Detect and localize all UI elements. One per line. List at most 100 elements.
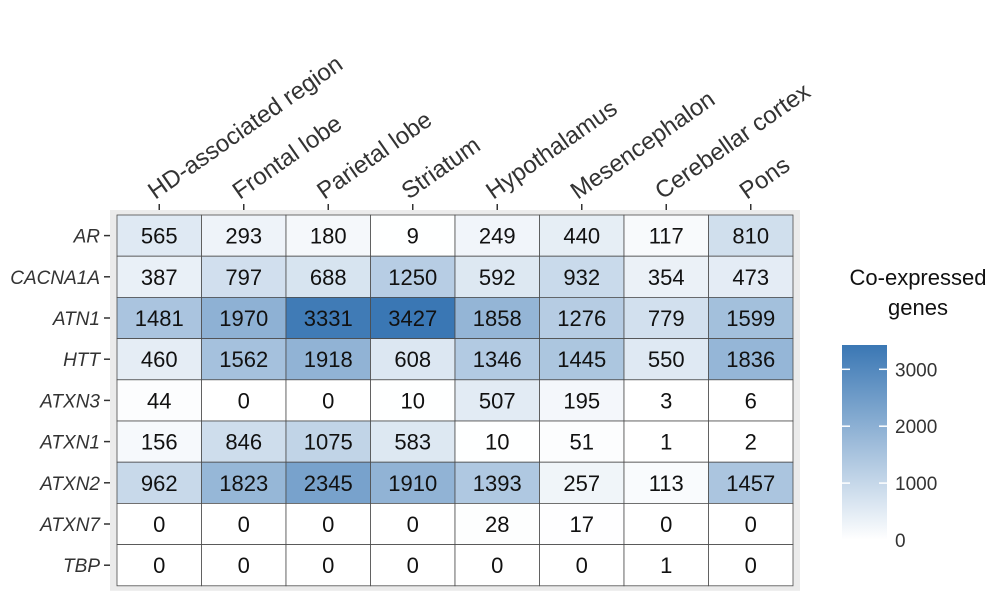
cell-value-label: 0	[238, 553, 250, 578]
cell-value-label: 846	[225, 430, 262, 455]
cell-value-label: 797	[225, 265, 262, 290]
cell-value-label: 1562	[219, 347, 268, 372]
cell-value-label: 2345	[304, 471, 353, 496]
cell-value-label: 592	[479, 265, 516, 290]
heatmap-cell	[539, 255, 625, 298]
heatmap-cell	[370, 544, 456, 587]
heatmap-cell	[623, 255, 709, 298]
heatmap-cell	[116, 255, 202, 298]
heatmap-cell	[116, 461, 202, 504]
heatmap-cell	[708, 214, 794, 257]
heatmap-cell	[201, 255, 287, 298]
cell-value-label: 810	[732, 224, 769, 249]
cell-value-label: 51	[570, 430, 594, 455]
cell-value-label: 0	[745, 553, 757, 578]
legend-tick-label: 3000	[895, 360, 937, 381]
cell-value-label: 1910	[388, 471, 437, 496]
cell-value-label: 180	[310, 224, 347, 249]
cell-value-label: 0	[576, 553, 588, 578]
legend-title: Co-expressed genes	[850, 265, 987, 320]
x-tick-label: Mesencephalon	[566, 86, 720, 205]
heatmap-cell	[623, 544, 709, 587]
heatmap-cell	[623, 338, 709, 381]
cell-value-label: 1599	[726, 306, 775, 331]
heatmap-cell	[370, 255, 456, 298]
heatmap-cell	[370, 296, 456, 339]
cell-value-label: 583	[394, 430, 431, 455]
heatmap-cell	[285, 502, 371, 545]
cell-value-label: 0	[407, 512, 419, 537]
cell-value-label: 17	[570, 512, 594, 537]
cell-value-label: 0	[322, 512, 334, 537]
heatmap-cell	[708, 296, 794, 339]
y-tick-label: TBP	[63, 556, 100, 577]
heatmap-cell	[623, 502, 709, 545]
heatmap-cell	[370, 420, 456, 463]
heatmap-cell	[201, 338, 287, 381]
heatmap-cell	[201, 296, 287, 339]
x-tick-label: Cerebellar cortex	[650, 78, 815, 205]
cell-value-label: 565	[141, 224, 178, 249]
cell-value-label: 0	[660, 512, 672, 537]
cell-value-label: 257	[563, 471, 600, 496]
cell-value-label: 0	[153, 553, 165, 578]
y-tick-label: ATXN3	[39, 391, 100, 412]
heatmap-cell	[201, 420, 287, 463]
cell-value-label: 608	[394, 347, 431, 372]
heatmap-cell	[116, 420, 202, 463]
cell-value-label: 44	[147, 388, 171, 413]
heatmap-cell	[708, 338, 794, 381]
cell-value-label: 0	[238, 512, 250, 537]
cell-value-label: 1250	[388, 265, 437, 290]
y-tick-label: ATXN7	[39, 515, 101, 536]
heatmap-cell	[116, 338, 202, 381]
cell-value-label: 1276	[557, 306, 606, 331]
cell-value-label: 1	[660, 553, 672, 578]
heatmap-cell	[623, 379, 709, 422]
heatmap-cell	[454, 338, 540, 381]
heatmap-cell	[623, 296, 709, 339]
cell-value-label: 0	[322, 553, 334, 578]
cell-value-label: 3331	[304, 306, 353, 331]
cell-value-label: 6	[745, 388, 757, 413]
heatmap-cell	[285, 296, 371, 339]
heatmap-cell	[285, 379, 371, 422]
heatmap-cell	[539, 461, 625, 504]
cell-value-label: 1346	[473, 347, 522, 372]
heatmap-cell	[708, 502, 794, 545]
heatmap-cell	[116, 544, 202, 587]
y-tick-label: CACNA1A	[10, 268, 100, 289]
cell-value-label: 507	[479, 388, 516, 413]
heatmap-cell	[539, 296, 625, 339]
cell-value-label: 387	[141, 265, 178, 290]
cell-value-label: 293	[225, 224, 262, 249]
y-tick-label: HTT	[63, 350, 101, 371]
x-tick-label: Pons	[735, 151, 795, 204]
cell-value-label: 10	[401, 388, 425, 413]
heatmap-cell	[116, 214, 202, 257]
heatmap-cell	[285, 420, 371, 463]
heatmap-cell	[623, 420, 709, 463]
heatmap-cell	[539, 502, 625, 545]
cell-value-label: 1970	[219, 306, 268, 331]
heatmap-cell	[539, 338, 625, 381]
cell-value-label: 1393	[473, 471, 522, 496]
heatmap-cell	[454, 420, 540, 463]
cell-value-label: 1075	[304, 430, 353, 455]
cell-value-label: 0	[238, 388, 250, 413]
heatmap-cell	[285, 214, 371, 257]
cell-value-label: 156	[141, 430, 178, 455]
cell-value-label: 932	[563, 265, 600, 290]
cell-value-label: 113	[649, 471, 684, 496]
cell-value-label: 354	[648, 265, 685, 290]
cell-value-label: 1457	[726, 471, 775, 496]
heatmap-cell	[708, 420, 794, 463]
cell-value-label: 0	[491, 553, 503, 578]
cell-value-label: 1445	[557, 347, 606, 372]
heatmap-cell	[116, 296, 202, 339]
cell-value-label: 460	[141, 347, 178, 372]
cell-value-label: 195	[563, 388, 600, 413]
cell-value-label: 28	[485, 512, 509, 537]
cell-value-label: 1836	[726, 347, 775, 372]
heatmap-cell	[454, 255, 540, 298]
